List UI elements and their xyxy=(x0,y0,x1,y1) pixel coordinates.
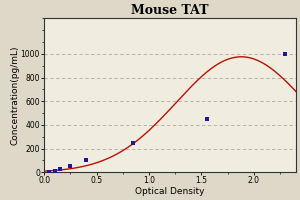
Point xyxy=(47,170,52,173)
Point xyxy=(131,141,136,144)
Title: Mouse TAT: Mouse TAT xyxy=(131,4,209,17)
Point xyxy=(57,168,62,171)
X-axis label: Optical Density: Optical Density xyxy=(135,187,205,196)
Point xyxy=(84,159,88,162)
Point xyxy=(283,52,288,55)
Y-axis label: Concentration(pg/mL): Concentration(pg/mL) xyxy=(10,46,19,145)
Point xyxy=(68,164,73,167)
Point xyxy=(204,117,209,121)
Point xyxy=(52,169,57,172)
